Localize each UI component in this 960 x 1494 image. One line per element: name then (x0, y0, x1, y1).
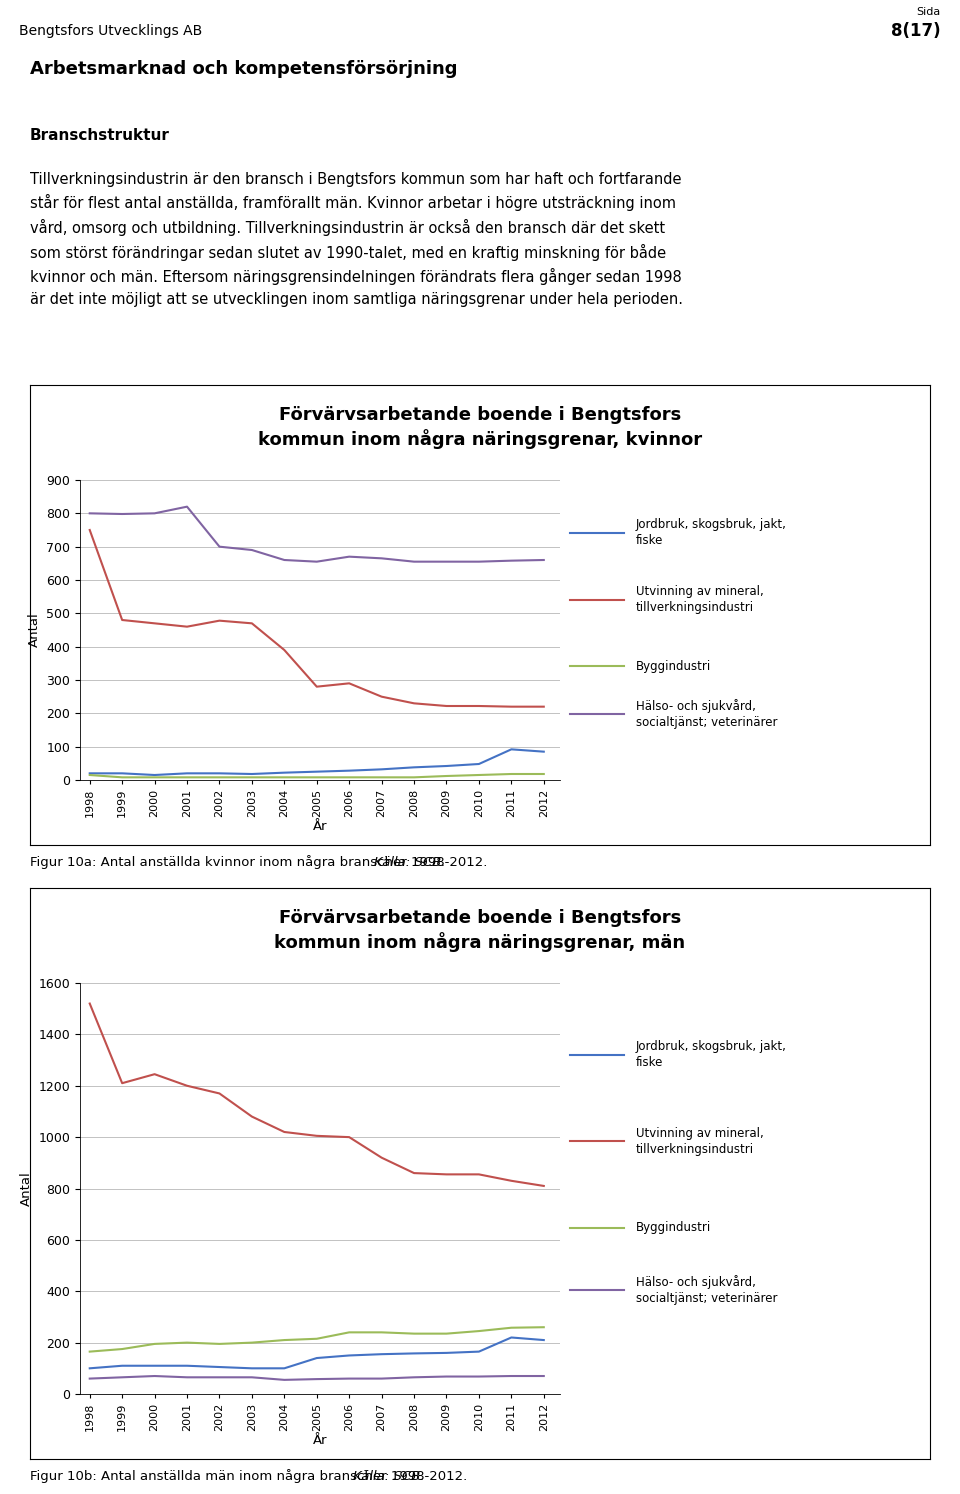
X-axis label: År: År (313, 1434, 327, 1448)
Text: Byggindustri: Byggindustri (636, 1222, 711, 1234)
Text: Bengtsfors Utvecklings AB: Bengtsfors Utvecklings AB (19, 24, 203, 39)
Text: Hälso- och sjukvård,
socialtjänst; veterinärer: Hälso- och sjukvård, socialtjänst; veter… (636, 699, 778, 729)
Text: Hälso- och sjukvård,
socialtjänst; veterinärer: Hälso- och sjukvård, socialtjänst; veter… (636, 1276, 778, 1306)
Text: Tillverkningsindustrin är den bransch i Bengtsfors kommun som har haft och fortf: Tillverkningsindustrin är den bransch i … (30, 172, 683, 308)
Text: 8(17): 8(17) (891, 22, 941, 40)
Text: Utvinning av mineral,
tillverkningsindustri: Utvinning av mineral, tillverkningsindus… (636, 1126, 764, 1156)
Text: Jordbruk, skogsbruk, jakt,
fiske: Jordbruk, skogsbruk, jakt, fiske (636, 1040, 787, 1070)
Text: Förvärvsarbetande boende i Bengtsfors
kommun inom några näringsgrenar, kvinnor: Förvärvsarbetande boende i Bengtsfors ko… (258, 406, 702, 448)
Text: Figur 10b: Antal anställda män inom några branscher 1998-2012.: Figur 10b: Antal anställda män inom någr… (30, 1469, 471, 1484)
Y-axis label: Antal: Antal (20, 1171, 33, 1206)
X-axis label: År: År (313, 820, 327, 834)
Text: Sida: Sida (917, 7, 941, 16)
Text: Källa: SCB.: Källa: SCB. (353, 1470, 424, 1482)
Text: Jordbruk, skogsbruk, jakt,
fiske: Jordbruk, skogsbruk, jakt, fiske (636, 518, 787, 547)
Text: Utvinning av mineral,
tillverkningsindustri: Utvinning av mineral, tillverkningsindus… (636, 586, 764, 614)
Text: Byggindustri: Byggindustri (636, 659, 711, 672)
Text: Branschstruktur: Branschstruktur (30, 128, 170, 143)
Text: Källa: SCB.: Källa: SCB. (373, 856, 445, 868)
Y-axis label: Antal: Antal (28, 613, 40, 647)
Text: Figur 10a: Antal anställda kvinnor inom några branscher 1998-2012.: Figur 10a: Antal anställda kvinnor inom … (30, 855, 492, 870)
Text: Förvärvsarbetande boende i Bengtsfors
kommun inom några näringsgrenar, män: Förvärvsarbetande boende i Bengtsfors ko… (275, 910, 685, 952)
Text: Arbetsmarknad och kompetensförsörjning: Arbetsmarknad och kompetensförsörjning (30, 60, 458, 78)
